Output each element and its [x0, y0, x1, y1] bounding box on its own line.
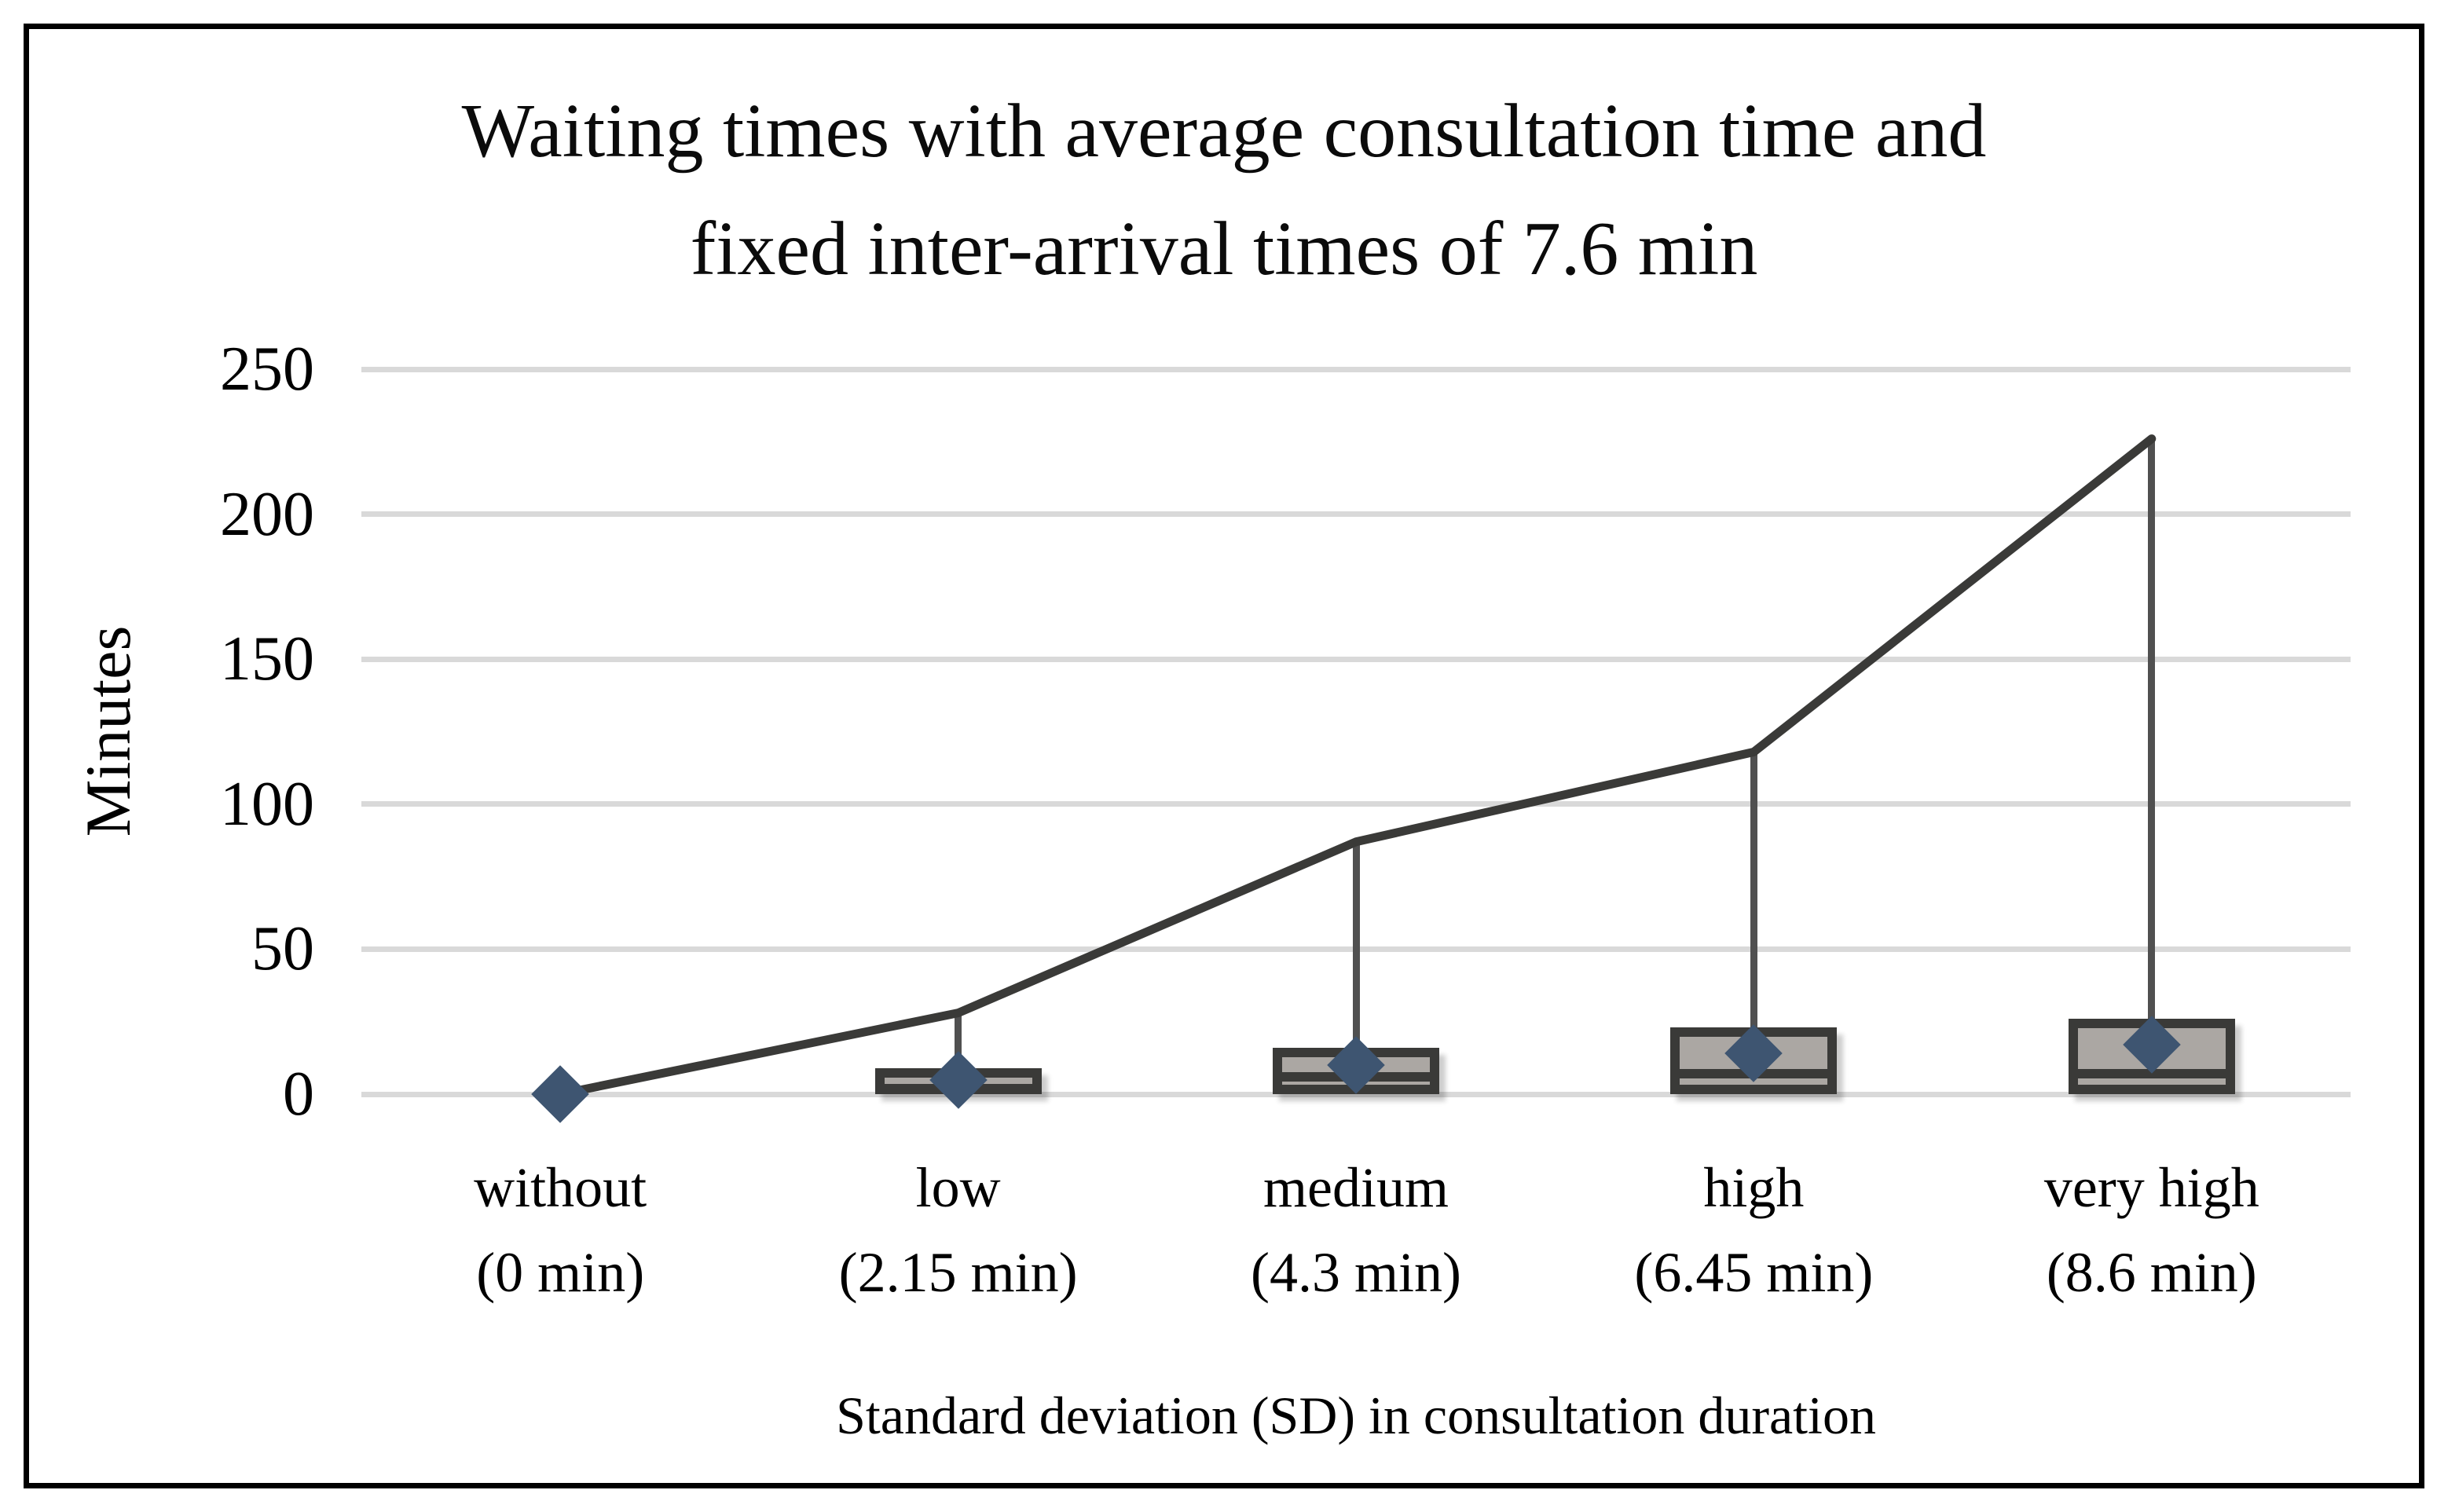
figure-border — [24, 24, 2424, 1488]
x-category-label-without: without (0 min) — [356, 1145, 764, 1315]
y-tick-label-200: 200 — [220, 479, 314, 549]
x-category-sublabel: (4.3 min) — [1251, 1241, 1461, 1304]
x-category-sublabel: (0 min) — [476, 1241, 645, 1304]
max-line — [555, 434, 2157, 1099]
y-tick-label-50: 50 — [251, 914, 314, 984]
y-tick-label-250: 250 — [220, 335, 314, 404]
x-category-name: medium — [1263, 1156, 1449, 1219]
x-category-name: low — [915, 1156, 1001, 1219]
gridline-250 — [361, 366, 2351, 372]
gridline-150 — [361, 656, 2351, 662]
x-category-sublabel: (6.45 min) — [1634, 1241, 1874, 1304]
x-category-name: very high — [2043, 1156, 2259, 1219]
x-category-name: high — [1703, 1156, 1805, 1219]
y-tick-label-150: 150 — [220, 624, 314, 694]
median-line-very high — [2076, 1069, 2227, 1079]
whisker-very high — [2148, 438, 2156, 1019]
whisker-high — [1750, 752, 1757, 1028]
chart-title-line1: Waiting times with average consultation … — [461, 89, 1987, 174]
chart-title-line2: fixed inter-arrival times of 7.6 min — [690, 207, 1758, 291]
x-axis-title: Standard deviation (SD) in consultation … — [836, 1386, 1876, 1445]
x-category-sublabel: (8.6 min) — [2046, 1241, 2257, 1304]
x-category-label-very high: very high (8.6 min) — [1948, 1145, 2356, 1315]
gridline-100 — [361, 801, 2351, 807]
x-category-name: without — [474, 1156, 647, 1219]
x-category-label-medium: medium (4.3 min) — [1152, 1145, 1560, 1315]
x-category-label-high: high (6.45 min) — [1549, 1145, 1958, 1315]
gridline-0 — [361, 1091, 2351, 1097]
chart-title: Waiting times with average consultation … — [0, 72, 2448, 308]
y-tick-label-0: 0 — [283, 1060, 314, 1129]
whisker-medium — [1352, 841, 1360, 1048]
y-tick-label-100: 100 — [220, 769, 314, 839]
whisker-low — [955, 1012, 962, 1068]
x-category-sublabel: (2.15 min) — [838, 1241, 1078, 1304]
gridline-200 — [361, 511, 2351, 518]
x-category-label-low: low (2.15 min) — [754, 1145, 1163, 1315]
